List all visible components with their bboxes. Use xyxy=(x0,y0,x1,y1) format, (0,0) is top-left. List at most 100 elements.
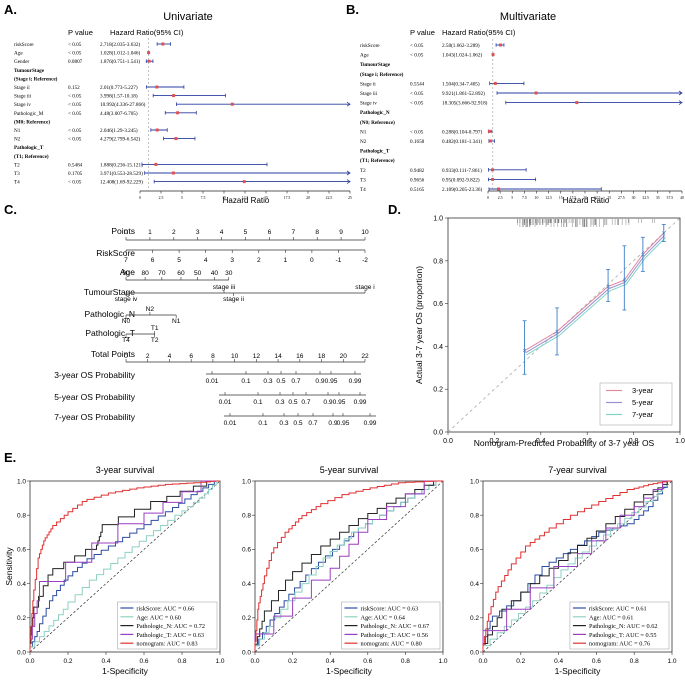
forest-row-label: (Stage i; Reference) xyxy=(14,75,58,82)
nomo-label-prob3: 3-year OS Probability xyxy=(54,370,136,380)
nomo-tick-label: 8 xyxy=(211,353,215,360)
forest-row-pvalue: 0.1658 xyxy=(410,139,425,145)
forest-row-hr: 12.408(1.69-92.229) xyxy=(100,179,143,186)
forest-row-label: T2 xyxy=(360,168,366,174)
nomo-tick-label: 6 xyxy=(151,257,155,264)
forest-ci-arrow xyxy=(678,100,683,105)
nomo-tick-label: 3 xyxy=(230,257,234,264)
forest-row-label: Pathologic_T xyxy=(14,145,44,151)
nomo-tick-label: 10 xyxy=(231,353,239,360)
forest-row-pvalue: < 0.05 xyxy=(68,51,82,57)
forest-row-label: Stage ii xyxy=(14,85,30,91)
roc-frame xyxy=(482,480,673,653)
nomo-tick-label: N0 xyxy=(122,318,131,325)
forest-plot-univariate: Univariate P value Hazard Ratio(95% CI) … xyxy=(14,11,352,205)
forest-point xyxy=(242,180,246,184)
calib-y-tick-label: 0.2 xyxy=(433,387,443,394)
calib-y-tick-label: 0.4 xyxy=(433,344,443,351)
forest-axis-tick-label: 22.5 xyxy=(594,196,601,200)
calib-ylabel: Actual 3-7 year OS (proportion) xyxy=(414,266,424,384)
nomo-tick-label: 9 xyxy=(339,229,343,236)
roc-x-tick-label: 0.4 xyxy=(101,658,110,665)
forest-row-label: N2 xyxy=(360,139,367,145)
forest-axis-tick-label: 15 xyxy=(559,196,563,200)
forest-row-pvalue: < 0.05 xyxy=(410,91,424,97)
forest-point xyxy=(174,137,178,141)
forest-row-hr: 2.189(0.205-23.36) xyxy=(442,186,482,193)
forest-row-pvalue: < 0.05 xyxy=(68,94,82,100)
roc-x-tick-label: 0.8 xyxy=(177,658,186,665)
forest-axis-tick-label: 17.5 xyxy=(284,196,291,200)
forest-row-pvalue: 0.152 xyxy=(68,85,80,91)
nomo-tick-label: 16 xyxy=(296,353,304,360)
calib-point: × xyxy=(662,230,666,237)
roc-y-tick-label: 0.8 xyxy=(242,513,251,520)
roc-x-tick-label: 0.8 xyxy=(401,658,410,665)
calib-x-tick-label: 1.0 xyxy=(675,438,685,445)
forest-row-label: Gender xyxy=(14,59,30,65)
roc-y-tick-label: 0.2 xyxy=(17,615,26,622)
nomo-tick-label: N1 xyxy=(172,318,181,325)
forest-axis-tick-label: 0 xyxy=(487,196,489,200)
roc-curve xyxy=(482,480,672,652)
roc-ylabel: Sensitivity xyxy=(4,547,14,586)
nomo-label-prob5: 5-year OS Probability xyxy=(54,392,136,402)
forest-row-label: TumourStage xyxy=(360,62,391,68)
forest-row-hr: 1.504(0.34-7.405) xyxy=(442,80,480,87)
calib-series-line xyxy=(525,234,666,354)
roc-title: 5-year survival xyxy=(320,465,379,475)
forest-row-pvalue: < 0.05 xyxy=(68,180,82,186)
forest-axis-tick-label: 12.5 xyxy=(545,196,552,200)
calib-legend-label: 3-year xyxy=(632,386,654,395)
panel-label-b: B. xyxy=(346,2,359,17)
forest-axis-tick-label: 0 xyxy=(139,196,141,200)
nomo-tick-label: 0.3 xyxy=(279,420,288,427)
nomo-tick-label: 0.1 xyxy=(253,399,262,406)
nomo-tick-label: stage iv xyxy=(115,296,138,303)
forest-row-hr: 0.95(0.092-9.822) xyxy=(442,176,480,183)
roc-curve xyxy=(482,480,672,652)
forest-row-hr: 9.921(1.861-52.892) xyxy=(442,90,485,97)
forest-row-pvalue: 0.5484 xyxy=(68,162,83,168)
roc-legend-label: Pathologic_T: AUC = 0.63 xyxy=(136,632,204,639)
calib-y-tick-label: 0.6 xyxy=(433,301,443,308)
roc-x-tick-label: 0.2 xyxy=(516,658,525,665)
roc-legend-label: nomogram: AUC = 0.80 xyxy=(360,641,421,648)
forest-ci-arrow xyxy=(346,101,351,107)
roc-y-tick-label: 0.4 xyxy=(470,581,479,588)
forest-axis-tick-label: 25 xyxy=(607,196,611,200)
nomo-tick-label: 4 xyxy=(204,257,208,264)
roc-x-tick-label: 0.8 xyxy=(630,658,639,665)
roc-y-tick-label: 0.2 xyxy=(470,615,479,622)
nomo-tick-label: 14 xyxy=(274,353,282,360)
panel-label-a: A. xyxy=(4,2,17,17)
nomo-tick-label: 8 xyxy=(315,229,319,236)
hr-header: Hazard Ratio(95% CI) xyxy=(110,28,184,37)
roc-x-tick-label: 0.4 xyxy=(554,658,563,665)
nomo-tick-label: 0 xyxy=(124,229,128,236)
forest-xlabel: Hazard Ratio xyxy=(563,196,610,205)
nomo-tick-label: 0.99 xyxy=(364,420,377,427)
roc-legend-box xyxy=(569,601,670,650)
forest-axis-tick-label: 32.5 xyxy=(642,196,649,200)
forest-row-label: Stage ii xyxy=(360,81,376,87)
roc-legend-label: riskScore: AUC = 0.66 xyxy=(136,606,194,613)
nomo-label-total: Total Points xyxy=(91,349,135,359)
forest-point xyxy=(161,42,165,46)
forest-axis-tick-label: 2.5 xyxy=(159,196,164,200)
forest-row-label: Stage iii xyxy=(14,94,32,100)
nomo-tick-label: 0.7 xyxy=(291,378,300,385)
forest-axis-tick-label: 27.5 xyxy=(618,196,625,200)
roc-legend-label: nomogram: AUC = 0.83 xyxy=(136,641,197,648)
forest-row-label: Age xyxy=(360,53,369,59)
forest-ci-arrow xyxy=(346,170,351,176)
panel-label-d: D. xyxy=(388,202,401,217)
forest-row-pvalue: < 0.05 xyxy=(68,137,82,143)
forest-row-hr: 2.01(0.773-5.227) xyxy=(100,84,138,91)
nomo-tick-label: 0.5 xyxy=(293,420,302,427)
roc-chance-line xyxy=(29,480,221,653)
forest-row-pvalue: < 0.05 xyxy=(68,128,82,134)
nomo-tick-label: 30 xyxy=(225,270,233,277)
nomo-label-stage: TumourStage xyxy=(84,287,135,297)
forest-point xyxy=(230,102,234,106)
